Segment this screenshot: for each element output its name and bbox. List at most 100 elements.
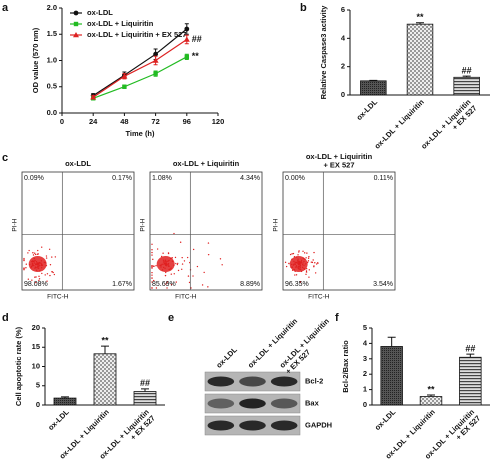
event-dot <box>308 276 310 278</box>
marker <box>153 51 159 57</box>
y-tick-label: 2.0 <box>47 3 57 12</box>
event-dot <box>25 263 28 265</box>
event-dot <box>302 257 305 259</box>
event-dot <box>297 254 299 256</box>
x-tick-label: ox-LDL <box>373 407 398 432</box>
event-dot <box>34 253 37 256</box>
event-dot <box>162 252 164 254</box>
event-dot <box>168 268 170 271</box>
marker <box>184 54 189 60</box>
event-dot <box>179 241 182 243</box>
panel-letter: b <box>300 2 307 14</box>
x-tick-label: 48 <box>120 117 128 126</box>
event-dot <box>153 265 155 268</box>
quadrant-label: 4.34% <box>240 175 260 182</box>
event-dot <box>36 263 39 265</box>
x-tick-label: ox-LDL + Liquiritin+ EX 527 <box>419 97 479 157</box>
event-dot <box>37 262 39 264</box>
event-dot <box>300 262 302 264</box>
panel-letter: a <box>2 2 9 14</box>
event-dot <box>291 263 293 266</box>
event-dot <box>160 255 163 258</box>
event-dot <box>155 287 158 289</box>
event-dot <box>299 263 301 265</box>
event-dot <box>291 266 294 268</box>
event-dot <box>304 258 306 260</box>
x-tick-label: ox-LDL + Liquiritin <box>373 97 427 151</box>
event-dot <box>297 266 299 268</box>
event-dot <box>164 259 167 261</box>
event-dot <box>152 258 154 261</box>
event-dot <box>221 264 223 266</box>
event-dot <box>35 269 38 271</box>
annotation: ** <box>427 384 435 394</box>
quadrant-label: 1.67% <box>112 281 132 288</box>
event-dot <box>39 270 41 272</box>
event-dot <box>162 261 165 263</box>
annotation: ** <box>192 51 200 61</box>
event-dot <box>35 266 37 269</box>
plot-frame <box>282 171 396 291</box>
event-dot <box>151 265 153 268</box>
event-dot <box>175 262 177 265</box>
marker <box>183 36 190 42</box>
x-axis-label: FITC-H <box>175 294 197 301</box>
event-dot <box>27 278 30 280</box>
event-dot <box>298 260 300 263</box>
y-axis-label: Bcl-2/Bax ratio <box>341 340 350 393</box>
annotation: ## <box>465 344 475 354</box>
event-dot <box>32 254 35 256</box>
event-dot <box>33 257 35 260</box>
y-tick-label: 6 <box>341 5 345 14</box>
event-dot <box>151 266 153 269</box>
event-dot <box>43 261 46 264</box>
event-dot <box>305 273 307 276</box>
bar <box>133 391 157 406</box>
series-line <box>92 56 188 99</box>
quadrant-label: 85.69% <box>152 281 176 288</box>
event-dot <box>307 260 310 262</box>
event-dot <box>302 262 304 264</box>
event-dot <box>301 264 304 266</box>
event-dot <box>165 271 167 274</box>
quadrant-label: 1.08% <box>152 175 172 182</box>
event-dot <box>295 261 298 264</box>
annotation: ## <box>140 378 150 388</box>
event-dot <box>186 256 189 259</box>
event-dot <box>207 242 210 244</box>
blot-band <box>270 398 298 409</box>
y-tick-label: 5 <box>363 323 367 332</box>
event-dot <box>219 258 222 260</box>
event-dot <box>298 268 300 270</box>
panel-letter: c <box>2 152 8 164</box>
event-dot <box>300 270 303 273</box>
event-dot <box>46 280 48 282</box>
x-axis-label: FITC-H <box>308 294 330 301</box>
event-dot <box>176 263 179 266</box>
legend-label: ox-LDL <box>87 8 113 17</box>
bar <box>380 346 403 406</box>
y-tick-label: 0 <box>36 400 40 409</box>
x-tick-label: 24 <box>89 117 98 126</box>
event-dot <box>173 273 175 275</box>
x-tick-label: ox-LDL <box>46 407 71 432</box>
marker <box>73 10 79 16</box>
event-dot <box>301 266 304 269</box>
event-dot <box>151 274 153 276</box>
annotation: ## <box>462 66 472 76</box>
event-dot <box>207 253 210 256</box>
event-dot <box>45 264 48 267</box>
event-dot <box>33 264 35 267</box>
bar <box>93 353 117 406</box>
event-dot <box>31 260 34 262</box>
event-dot <box>33 252 36 254</box>
marker <box>73 32 79 38</box>
event-dot <box>299 268 301 271</box>
event-dot <box>312 259 314 261</box>
x-tick-label: 0 <box>60 117 64 126</box>
bar <box>419 396 443 406</box>
event-dot <box>177 262 179 265</box>
event-dot <box>151 249 153 251</box>
blot-band <box>207 398 235 409</box>
x-tick-label: ox-LDL <box>355 97 380 122</box>
